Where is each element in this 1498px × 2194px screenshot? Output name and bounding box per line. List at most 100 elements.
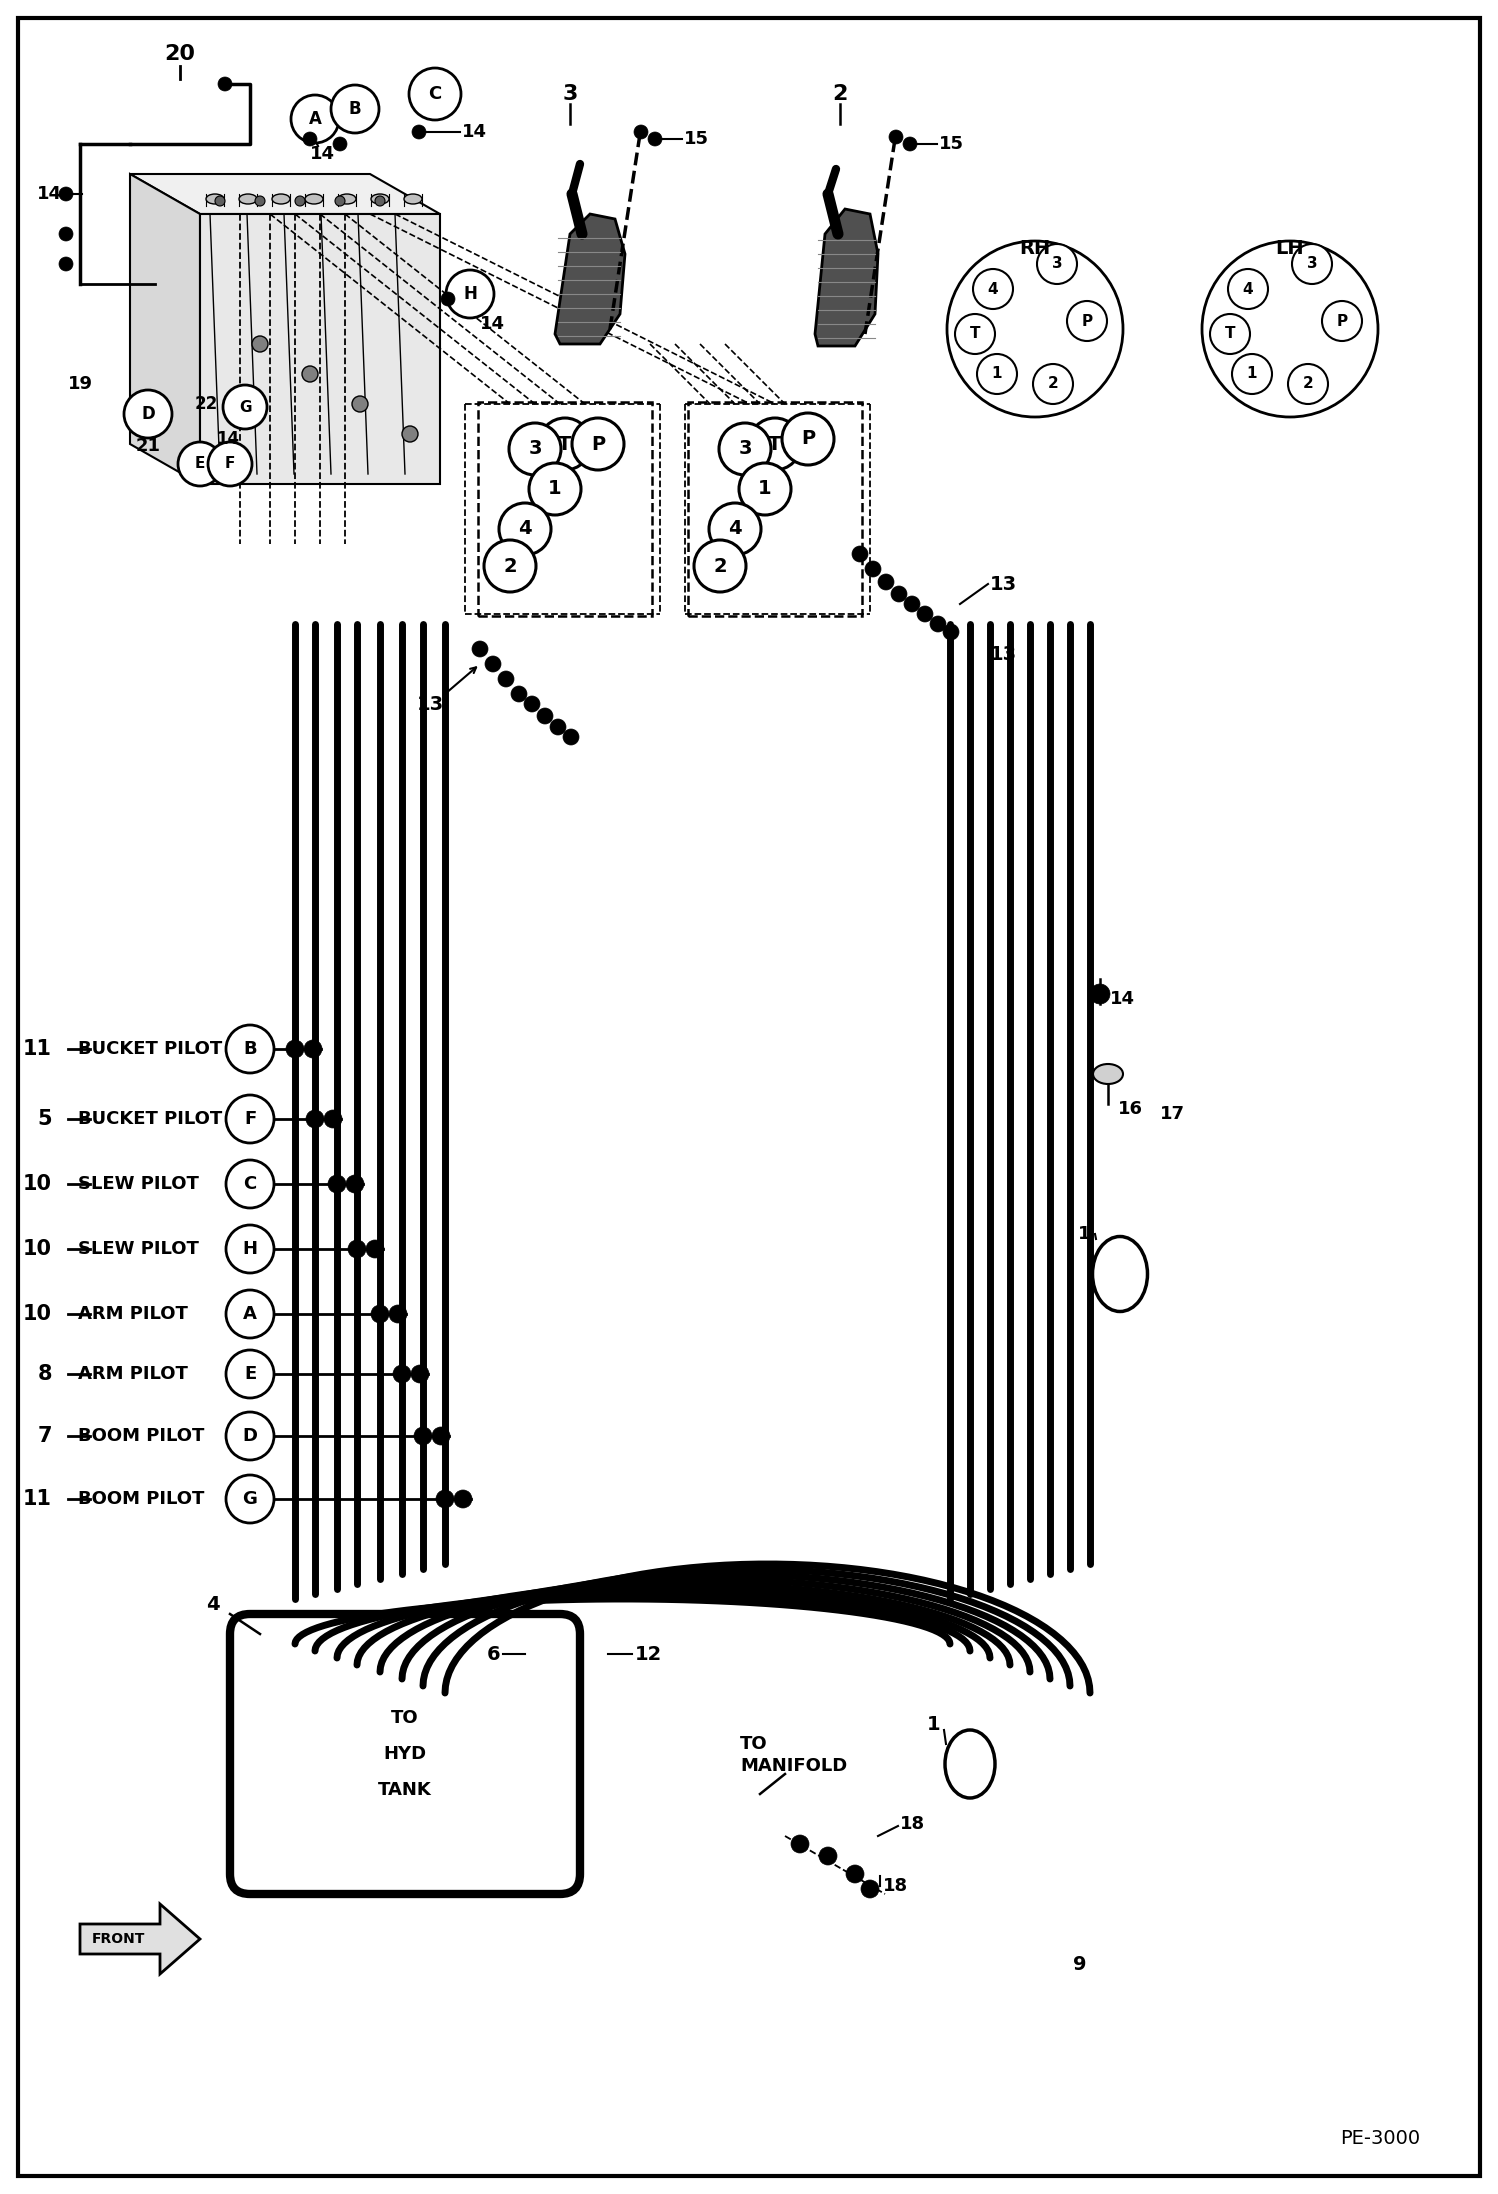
- Text: D: D: [141, 406, 154, 423]
- Circle shape: [511, 687, 527, 702]
- Circle shape: [1291, 244, 1332, 283]
- Polygon shape: [130, 173, 440, 215]
- Text: 15: 15: [685, 129, 709, 147]
- Circle shape: [956, 314, 995, 353]
- Circle shape: [295, 195, 306, 206]
- Circle shape: [226, 1224, 274, 1273]
- Circle shape: [436, 1490, 454, 1507]
- Circle shape: [709, 502, 761, 555]
- Text: P: P: [590, 434, 605, 454]
- Ellipse shape: [339, 193, 357, 204]
- Text: BUCKET PILOT: BUCKET PILOT: [78, 1110, 222, 1128]
- Text: 2: 2: [1047, 377, 1059, 391]
- Text: 21: 21: [135, 437, 160, 454]
- Text: 10: 10: [22, 1240, 52, 1259]
- Circle shape: [903, 597, 920, 612]
- Circle shape: [226, 1095, 274, 1143]
- Circle shape: [372, 1305, 389, 1323]
- Text: F: F: [244, 1110, 256, 1128]
- Circle shape: [484, 540, 536, 592]
- Circle shape: [1231, 353, 1272, 395]
- Text: 18: 18: [900, 1814, 926, 1832]
- Text: BOOM PILOT: BOOM PILOT: [78, 1490, 204, 1507]
- Text: 4: 4: [1243, 281, 1254, 296]
- Circle shape: [286, 1040, 304, 1058]
- Text: 15: 15: [939, 136, 965, 154]
- Circle shape: [58, 226, 73, 241]
- Text: T: T: [1225, 327, 1236, 342]
- Circle shape: [348, 1240, 366, 1257]
- Circle shape: [739, 463, 791, 516]
- Circle shape: [226, 1290, 274, 1338]
- Text: T: T: [559, 434, 572, 454]
- Text: 10: 10: [22, 1174, 52, 1194]
- Text: 16: 16: [1118, 1099, 1143, 1119]
- Circle shape: [1067, 301, 1107, 340]
- Text: B: B: [349, 101, 361, 118]
- Text: 4: 4: [728, 520, 742, 538]
- Circle shape: [977, 353, 1017, 395]
- Circle shape: [472, 641, 488, 656]
- Ellipse shape: [273, 193, 291, 204]
- Circle shape: [749, 419, 801, 470]
- Circle shape: [852, 546, 867, 562]
- Circle shape: [891, 586, 906, 601]
- Circle shape: [226, 1025, 274, 1073]
- Text: ARM PILOT: ARM PILOT: [78, 1365, 187, 1382]
- Text: A: A: [243, 1305, 258, 1323]
- Circle shape: [861, 1880, 879, 1898]
- Circle shape: [306, 1110, 324, 1128]
- Circle shape: [1034, 364, 1073, 404]
- Text: BUCKET PILOT: BUCKET PILOT: [78, 1040, 222, 1058]
- Text: 9: 9: [1073, 1955, 1086, 1972]
- Circle shape: [324, 1110, 342, 1128]
- Circle shape: [331, 86, 379, 134]
- Text: FRONT: FRONT: [91, 1933, 145, 1946]
- Circle shape: [291, 94, 339, 143]
- Text: 4: 4: [987, 281, 998, 296]
- Circle shape: [1210, 314, 1249, 353]
- Text: 1: 1: [1077, 1224, 1091, 1244]
- Circle shape: [255, 195, 265, 206]
- Circle shape: [634, 125, 649, 138]
- Text: G: G: [238, 399, 252, 415]
- Text: 10: 10: [22, 1303, 52, 1323]
- Text: G: G: [243, 1490, 258, 1507]
- Circle shape: [572, 419, 625, 470]
- Polygon shape: [554, 215, 625, 344]
- Circle shape: [930, 617, 947, 632]
- Circle shape: [413, 1426, 431, 1446]
- Text: 2: 2: [713, 557, 727, 575]
- Circle shape: [374, 195, 385, 206]
- Circle shape: [846, 1865, 864, 1882]
- Text: 12: 12: [635, 1646, 662, 1663]
- Circle shape: [333, 136, 348, 151]
- Circle shape: [304, 1040, 322, 1058]
- Text: MANIFOLD: MANIFOLD: [740, 1757, 848, 1775]
- Circle shape: [412, 125, 425, 138]
- Circle shape: [208, 441, 252, 487]
- Circle shape: [719, 423, 771, 474]
- Circle shape: [303, 366, 318, 382]
- Text: 11: 11: [22, 1040, 52, 1060]
- Circle shape: [223, 384, 267, 430]
- Circle shape: [226, 1413, 274, 1459]
- Text: F: F: [225, 456, 235, 472]
- Text: 14: 14: [1110, 989, 1135, 1007]
- Text: TANK: TANK: [377, 1782, 431, 1799]
- Text: 1: 1: [1246, 366, 1257, 382]
- Text: 19: 19: [67, 375, 93, 393]
- Circle shape: [409, 68, 461, 121]
- Text: 3: 3: [529, 439, 542, 459]
- Circle shape: [536, 709, 553, 724]
- Circle shape: [1037, 244, 1077, 283]
- Circle shape: [878, 575, 894, 590]
- Polygon shape: [79, 1904, 201, 1975]
- Circle shape: [389, 1305, 407, 1323]
- Circle shape: [1228, 270, 1267, 309]
- Circle shape: [550, 720, 566, 735]
- Text: A: A: [309, 110, 322, 127]
- Circle shape: [226, 1474, 274, 1523]
- Text: 6: 6: [487, 1646, 500, 1663]
- Circle shape: [499, 502, 551, 555]
